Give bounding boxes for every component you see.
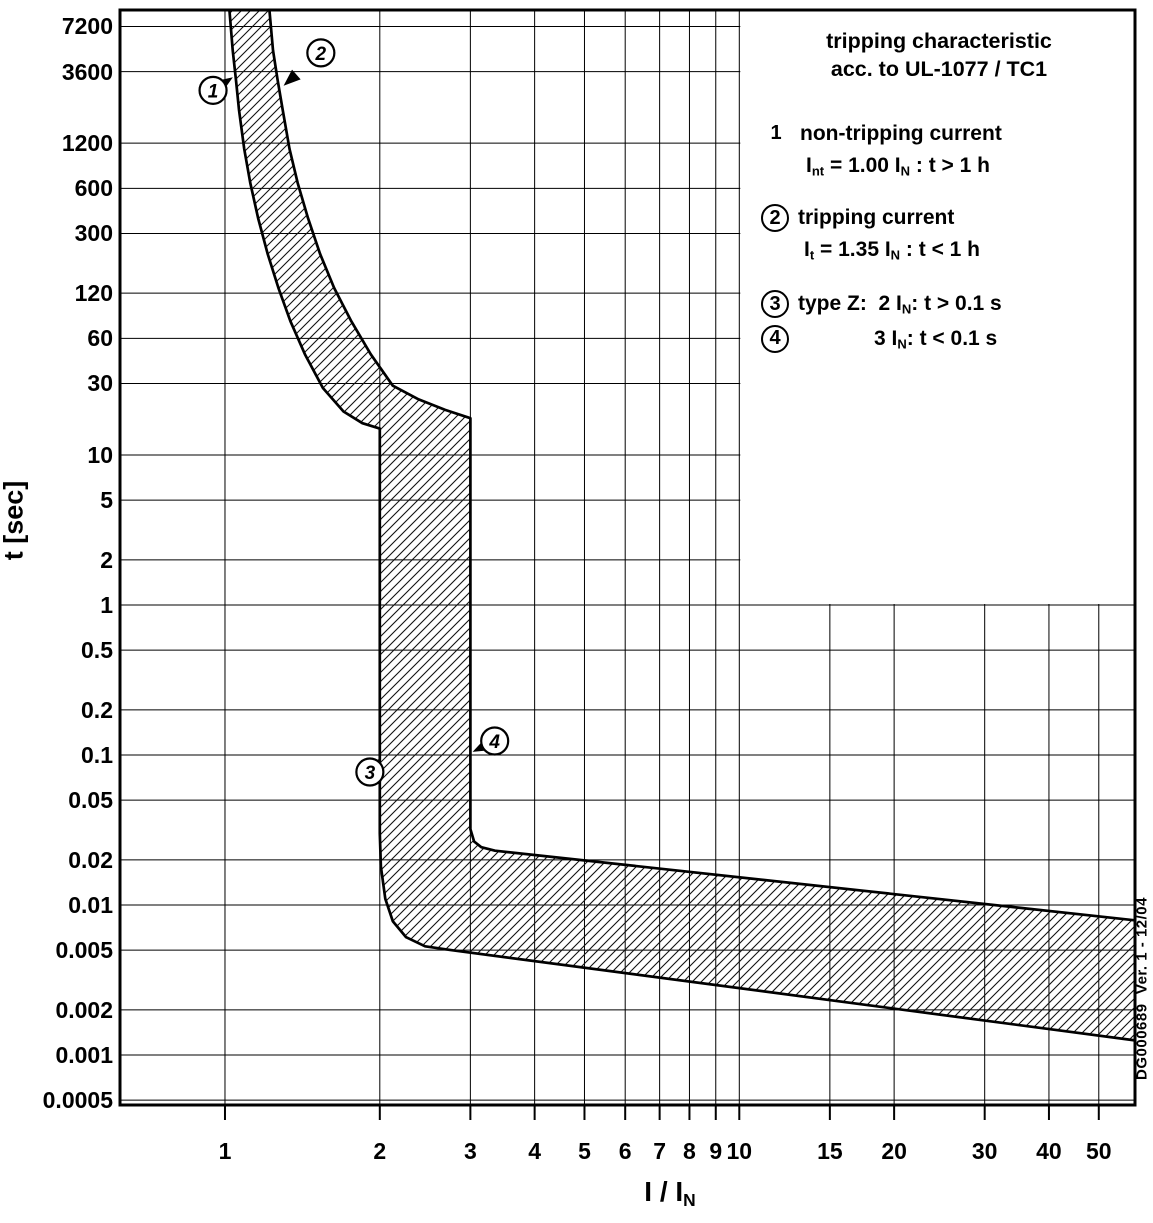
legend-item-text: 3 IN: t < 0.1 s xyxy=(798,325,997,353)
plot-border xyxy=(118,8,1137,1107)
legend-circled-number-3: 3 xyxy=(761,290,789,319)
y-tick-label-0.2: 0.2 xyxy=(81,696,113,723)
y-tick-label-300: 300 xyxy=(74,220,113,247)
annotation-circle-2 xyxy=(306,38,336,68)
legend-item-4: 4 3 IN: t < 0.1 s xyxy=(761,324,1133,353)
legend-item-text: non-tripping current Int = 1.00 IN : t > … xyxy=(800,120,1002,180)
y-tick-label-5: 5 xyxy=(100,487,113,514)
y-tick-label-0.02: 0.02 xyxy=(68,846,113,873)
y-tick-label-0.0005: 0.0005 xyxy=(42,1087,113,1114)
y-tick-label-0.005: 0.005 xyxy=(55,937,113,964)
legend-line: Int = 1.00 IN : t > 1 h xyxy=(806,154,990,179)
annotation-number-1: 1 xyxy=(208,81,219,102)
x-tick-label-8: 8 xyxy=(683,1138,696,1164)
legend-title-line1: tripping characteristic xyxy=(826,29,1052,53)
legend-items: 1 non-tripping current Int = 1.00 IN : t >… xyxy=(761,120,1133,353)
annotation-number-2: 2 xyxy=(315,44,327,65)
tripping-boundary-curve xyxy=(268,10,1135,922)
y-tick-label-0.5: 0.5 xyxy=(81,637,113,664)
y-tick-label-60: 60 xyxy=(87,325,113,352)
tripping-band xyxy=(229,10,1135,1041)
legend-line: non-tripping current xyxy=(800,121,1002,145)
x-tick-label-5: 5 xyxy=(578,1138,591,1164)
legend-item-text: type Z: 2 IN: t > 0.1 s xyxy=(798,290,1002,318)
y-tick-label-1200: 1200 xyxy=(61,130,113,157)
y-tick-label-30: 30 xyxy=(87,370,113,397)
x-tick-label-2: 2 xyxy=(373,1138,387,1164)
y-tick-label-0.05: 0.05 xyxy=(68,787,113,814)
x-tick-label-20: 20 xyxy=(881,1138,907,1164)
document-number: DG000689 Ver. 1 - 12/04 xyxy=(1133,897,1151,1080)
x-tick-label-7: 7 xyxy=(653,1138,667,1164)
annotation-circle-1 xyxy=(198,75,228,105)
x-tick-label-50: 50 xyxy=(1085,1138,1112,1164)
y-tick-label-7200: 7200 xyxy=(61,13,113,40)
y-tick-label-600: 600 xyxy=(74,175,113,202)
x-tick-label-10: 10 xyxy=(726,1138,753,1164)
x-tick-label-9: 9 xyxy=(709,1138,723,1164)
y-tick-label-0.002: 0.002 xyxy=(55,996,113,1023)
annotation-number-4: 4 xyxy=(488,732,500,753)
legend: tripping characteristic acc. to UL-1077 … xyxy=(745,12,1133,602)
legend-item-text: tripping current It = 1.35 IN : t < 1 h xyxy=(798,204,980,264)
legend-title: tripping characteristic acc. to UL-1077 … xyxy=(745,28,1133,84)
legend-line: It = 1.35 IN : t < 1 h xyxy=(804,238,981,263)
legend-background xyxy=(740,11,1134,605)
annotation-circle-4 xyxy=(480,726,510,756)
legend-number-1: 1 xyxy=(770,122,782,145)
annotation-arrow-2 xyxy=(283,69,301,86)
y-tick-label-1: 1 xyxy=(100,592,113,619)
x-tick-label-30: 30 xyxy=(971,1138,998,1164)
non-tripping-boundary-curve xyxy=(228,10,1135,1042)
legend-circled-number-4: 4 xyxy=(761,324,789,353)
y-tick-label-0.001: 0.001 xyxy=(55,1041,113,1068)
y-tick-label-0.01: 0.01 xyxy=(68,891,113,918)
y-tick-label-3600: 3600 xyxy=(61,58,113,85)
legend-item-2: 2 tripping current It = 1.35 IN : t < 1 h xyxy=(761,204,1133,264)
legend-circled-number-2: 2 xyxy=(761,204,789,233)
legend-line: 3 IN: t < 0.1 s xyxy=(874,326,998,352)
y-tick-label-0.1: 0.1 xyxy=(81,742,113,768)
y-tick-label-2: 2 xyxy=(100,546,113,573)
y-tick-label-120: 120 xyxy=(74,280,113,307)
y-tick-label-10: 10 xyxy=(87,442,113,469)
legend-line: type Z: 2 IN: t > 0.1 s xyxy=(798,292,1002,318)
x-tick-label-15: 15 xyxy=(817,1138,843,1164)
x-tick-label-6: 6 xyxy=(618,1138,632,1164)
legend-line: tripping current xyxy=(798,206,955,230)
x-axis-title: I / IN xyxy=(644,1176,696,1210)
x-tick-label-40: 40 xyxy=(1036,1138,1062,1164)
legend-item-1: 1 non-tripping current Int = 1.00 IN : t >… xyxy=(761,120,1133,180)
x-tick-label-4: 4 xyxy=(528,1138,542,1164)
x-tick-label-3: 3 xyxy=(463,1138,477,1164)
x-tick-label-1: 1 xyxy=(218,1138,232,1164)
annotation-circle-3 xyxy=(355,757,385,787)
annotation-number-3: 3 xyxy=(365,763,376,784)
legend-title-line2: acc. to UL-1077 / TC1 xyxy=(830,56,1048,81)
legend-item-3: 3 type Z: 2 IN: t > 0.1 s xyxy=(761,290,1133,319)
